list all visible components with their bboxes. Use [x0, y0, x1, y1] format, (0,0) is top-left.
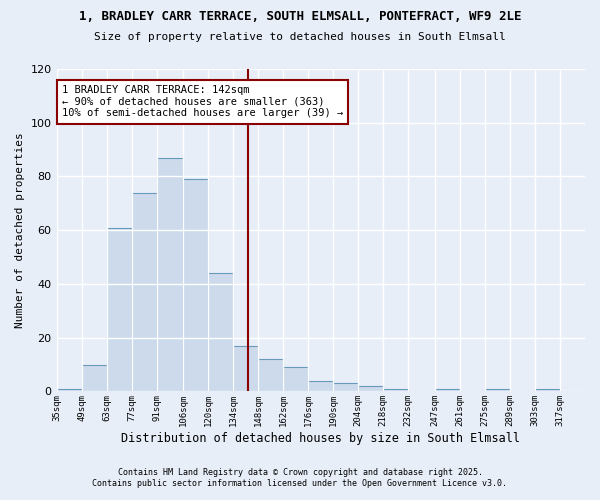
- Bar: [82, 364, 107, 392]
- Y-axis label: Number of detached properties: Number of detached properties: [15, 132, 25, 328]
- Bar: [358, 386, 383, 392]
- Bar: [233, 346, 258, 392]
- Bar: [184, 179, 208, 392]
- Bar: [131, 192, 157, 392]
- Text: 1, BRADLEY CARR TERRACE, SOUTH ELMSALL, PONTEFRACT, WF9 2LE: 1, BRADLEY CARR TERRACE, SOUTH ELMSALL, …: [79, 10, 521, 23]
- Text: Size of property relative to detached houses in South Elmsall: Size of property relative to detached ho…: [94, 32, 506, 42]
- Bar: [157, 158, 184, 392]
- Bar: [258, 359, 283, 392]
- Bar: [333, 384, 358, 392]
- Bar: [535, 388, 560, 392]
- Text: Contains HM Land Registry data © Crown copyright and database right 2025.
Contai: Contains HM Land Registry data © Crown c…: [92, 468, 508, 487]
- Bar: [383, 388, 408, 392]
- X-axis label: Distribution of detached houses by size in South Elmsall: Distribution of detached houses by size …: [121, 432, 520, 445]
- Bar: [208, 273, 233, 392]
- Text: 1 BRADLEY CARR TERRACE: 142sqm
← 90% of detached houses are smaller (363)
10% of: 1 BRADLEY CARR TERRACE: 142sqm ← 90% of …: [62, 85, 343, 118]
- Bar: [308, 380, 333, 392]
- Bar: [435, 388, 460, 392]
- Bar: [56, 388, 82, 392]
- Bar: [107, 228, 131, 392]
- Bar: [485, 388, 510, 392]
- Bar: [283, 367, 308, 392]
